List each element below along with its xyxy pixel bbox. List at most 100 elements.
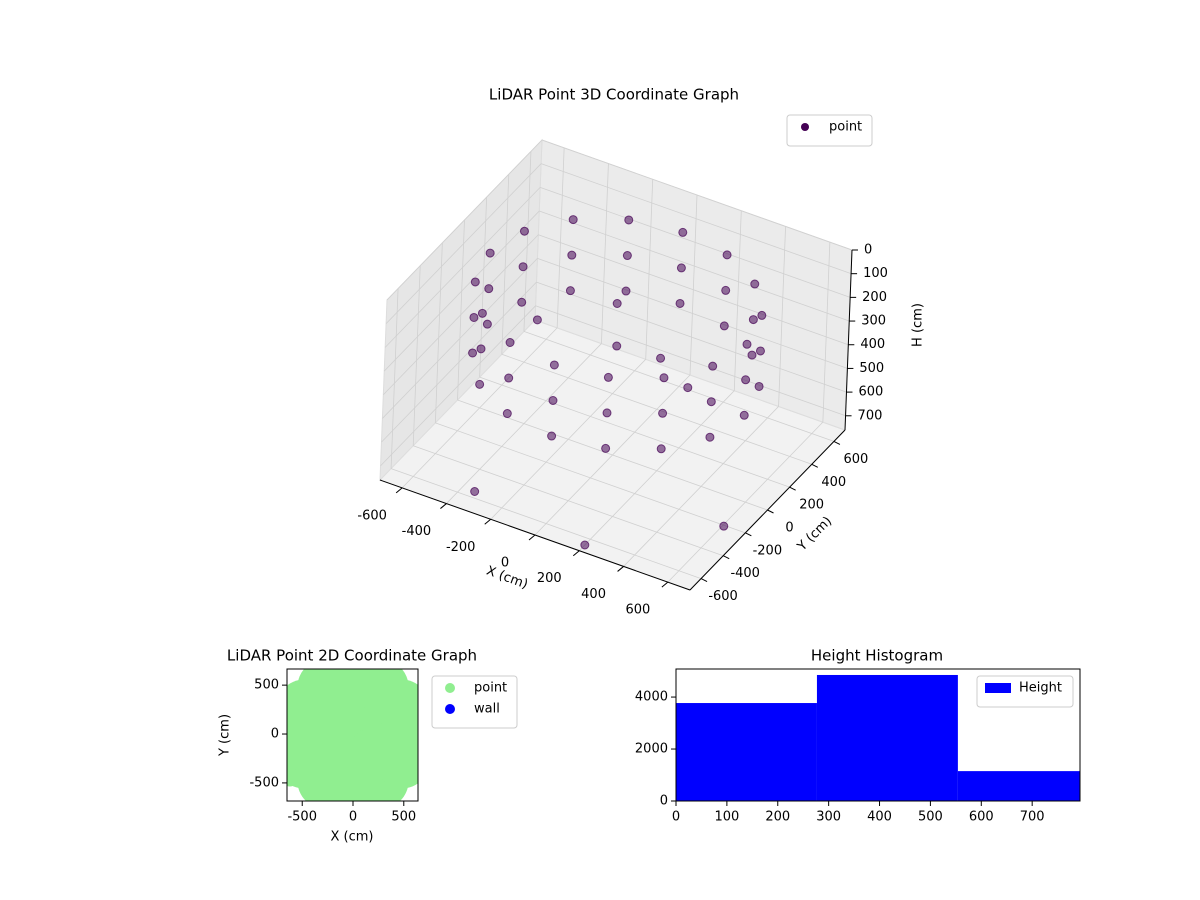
point <box>659 373 669 383</box>
point <box>622 251 632 261</box>
y-tick-label: 600 <box>844 452 869 467</box>
point <box>549 360 559 370</box>
point <box>624 215 634 225</box>
x-tick <box>528 534 536 541</box>
x-tick-label: 0 <box>349 810 357 825</box>
point <box>755 346 765 356</box>
point <box>287 767 300 787</box>
grid-line <box>386 139 543 301</box>
point <box>719 321 729 331</box>
point <box>468 348 478 358</box>
bar <box>676 703 817 801</box>
point <box>470 487 480 497</box>
grid-line <box>539 210 850 322</box>
z-tick-label: 400 <box>860 337 885 352</box>
bar <box>816 674 958 801</box>
point <box>547 431 557 441</box>
x-tick-label: -200 <box>446 540 476 555</box>
z-tick-label: 500 <box>859 361 884 376</box>
point <box>741 375 751 385</box>
y-tick <box>700 578 708 583</box>
grid-line <box>540 186 851 298</box>
x-tick <box>440 503 447 509</box>
grid-line <box>601 163 609 344</box>
point <box>739 410 749 420</box>
point <box>757 310 767 320</box>
y-tick-label: -200 <box>753 543 783 558</box>
grid-line <box>434 242 443 423</box>
z-tick-label: 700 <box>858 408 883 423</box>
grid-line <box>501 353 812 465</box>
x-tick-label: 500 <box>918 810 943 825</box>
point <box>567 250 577 260</box>
point <box>601 443 611 453</box>
x-tick <box>395 487 403 494</box>
x-axis-label: X (cm) <box>331 830 374 845</box>
point <box>656 353 666 363</box>
x-tick <box>572 550 580 557</box>
point <box>706 397 716 407</box>
x-tick <box>661 581 669 588</box>
grid-line <box>413 445 724 557</box>
point <box>477 308 487 318</box>
point <box>504 373 514 383</box>
point <box>676 263 686 273</box>
grid-line <box>381 281 537 443</box>
y-tick-label: -600 <box>708 589 738 604</box>
point <box>683 383 693 393</box>
x-tick-label: 600 <box>625 603 650 618</box>
legend-marker <box>445 683 455 693</box>
point <box>475 379 485 389</box>
grid-line <box>383 234 539 396</box>
grid-line <box>385 163 542 324</box>
grid-line <box>390 288 399 469</box>
y-tick-label: -400 <box>730 566 760 581</box>
y-tick <box>722 555 730 560</box>
legend-label: Height <box>1019 681 1062 696</box>
y-tick-label: 4000 <box>635 690 668 705</box>
point <box>675 298 685 308</box>
chart-title: LiDAR Point 2D Coordinate Graph <box>227 647 477 665</box>
y-tick-label: 200 <box>799 498 824 513</box>
x-tick-label: 200 <box>537 571 562 586</box>
point <box>748 315 758 325</box>
plot-area <box>676 674 1080 801</box>
axes-frame <box>286 668 419 802</box>
legend-label: point <box>474 681 507 696</box>
grid-line <box>457 399 768 511</box>
legend-marker <box>801 123 809 131</box>
point <box>656 444 666 454</box>
chart-title: LiDAR Point 3D Coordinate Graph <box>489 86 739 104</box>
y-axis-label: Y (cm) <box>794 514 835 555</box>
grid-line <box>537 258 848 369</box>
grid-line <box>479 376 790 488</box>
grid-line <box>556 147 565 328</box>
point <box>621 286 631 296</box>
point <box>721 285 731 295</box>
grid-line <box>380 305 536 467</box>
z-tick-label: 100 <box>863 266 888 281</box>
x-tick-label: -400 <box>402 524 432 539</box>
z-axis <box>844 249 853 431</box>
legend-swatch <box>985 683 1011 693</box>
grid-line <box>457 219 465 401</box>
point <box>470 277 480 287</box>
x-tick-label: -500 <box>287 810 317 825</box>
z-tick-label: 0 <box>864 243 872 258</box>
grid-line <box>689 194 698 376</box>
point <box>482 319 492 329</box>
y-tick <box>833 440 841 445</box>
point <box>602 408 612 418</box>
point <box>469 312 479 322</box>
x-tick <box>617 566 624 572</box>
grid-line <box>382 258 538 419</box>
x-tick-label: 300 <box>816 810 841 825</box>
point <box>532 315 542 325</box>
point <box>485 248 495 258</box>
plot-area <box>287 669 418 801</box>
axes-frame <box>675 668 1081 802</box>
x-tick-label: 400 <box>867 810 892 825</box>
point <box>519 226 529 236</box>
grid-line <box>733 210 742 391</box>
